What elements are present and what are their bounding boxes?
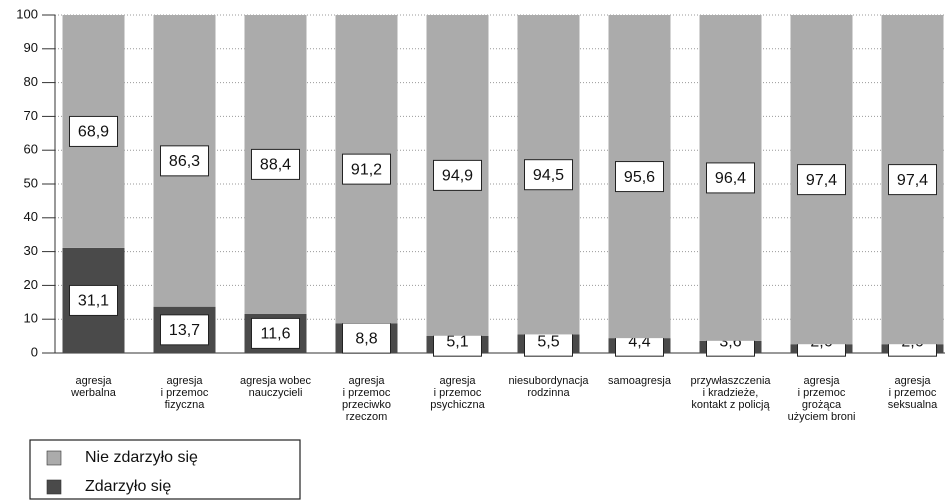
x-tick-label: i przemoc — [343, 387, 391, 399]
x-tick-label: i przemoc — [434, 387, 482, 399]
x-tick-label: agresja — [803, 375, 840, 387]
x-tick-label: agresja — [894, 375, 931, 387]
value-label: 86,3 — [169, 153, 200, 170]
y-tick-label: 0 — [31, 344, 38, 359]
value-label-box — [160, 145, 209, 177]
x-tick-label: niesubordynacja — [508, 375, 589, 387]
value-label-box — [69, 115, 118, 147]
value-label-box — [342, 322, 391, 354]
x-tick-label: i kradzieże, — [703, 387, 759, 399]
value-label: 88,4 — [260, 157, 291, 174]
x-tick-label: i przemoc — [798, 387, 846, 399]
value-label-box — [251, 148, 300, 180]
value-label: 13,7 — [169, 322, 200, 339]
value-label: 31,1 — [78, 293, 109, 310]
value-label: 91,2 — [351, 161, 382, 178]
value-label: 97,4 — [806, 172, 837, 189]
value-label-box — [615, 161, 664, 193]
x-tick-label: grożąca — [802, 399, 842, 411]
y-tick-label: 100 — [16, 6, 38, 21]
x-tick-label: seksualna — [888, 399, 938, 411]
x-tick-label: agresja — [348, 375, 385, 387]
value-label-box — [433, 159, 482, 191]
x-tick-label: rodzinna — [527, 387, 570, 399]
value-label: 5,5 — [537, 333, 559, 350]
value-label-box — [888, 164, 937, 196]
x-tick-label: użyciem broni — [788, 411, 856, 423]
x-tick-label: agresja wobec — [240, 375, 311, 387]
value-label: 94,9 — [442, 168, 473, 185]
value-label: 96,4 — [715, 170, 746, 187]
x-tick-label: fizyczna — [165, 399, 206, 411]
value-label: 94,5 — [533, 167, 564, 184]
legend-label: Zdarzyło się — [85, 478, 171, 495]
value-label-box — [524, 159, 573, 191]
x-tick-label: werbalna — [70, 387, 117, 399]
value-label: 97,4 — [897, 172, 928, 189]
x-tick-label: kontakt z policją — [691, 399, 770, 411]
value-label: 8,8 — [355, 330, 377, 347]
y-tick-label: 70 — [24, 108, 38, 123]
x-tick-label: samoagresja — [608, 375, 672, 387]
value-label: 68,9 — [78, 124, 109, 141]
y-tick-label: 30 — [24, 243, 38, 258]
y-tick-label: 10 — [24, 311, 38, 326]
x-tick-label: agresja — [75, 375, 112, 387]
x-tick-label: i przemoc — [161, 387, 209, 399]
x-tick-label: nauczycieli — [249, 387, 303, 399]
x-tick-label: rzeczom — [346, 411, 388, 423]
x-tick-label: przeciwko — [342, 399, 391, 411]
value-label-box — [251, 317, 300, 349]
value-label: 11,6 — [261, 326, 291, 343]
legend-label: Nie zdarzyło się — [85, 449, 198, 466]
legend-swatch — [46, 479, 62, 495]
x-tick-label: i przemoc — [889, 387, 937, 399]
y-tick-label: 40 — [24, 209, 38, 224]
y-tick-label: 60 — [24, 142, 38, 157]
y-tick-label: 90 — [24, 40, 38, 55]
x-tick-label: psychiczna — [430, 399, 485, 411]
x-tick-label: agresja — [439, 375, 476, 387]
value-label: 95,6 — [624, 169, 655, 186]
value-label-box — [342, 153, 391, 185]
x-tick-label: przywłaszczenia — [690, 375, 771, 387]
legend-box — [29, 439, 301, 500]
x-tick-label: agresja — [166, 375, 203, 387]
value-label-box — [706, 162, 755, 194]
y-tick-label: 20 — [24, 277, 38, 292]
legend-swatch — [46, 450, 62, 466]
value-label: 5,1 — [446, 333, 468, 350]
value-label-box — [797, 164, 846, 196]
y-tick-label: 80 — [24, 74, 38, 89]
value-label-box — [160, 314, 209, 346]
y-tick-label: 50 — [24, 175, 38, 190]
value-label-box — [69, 284, 118, 316]
